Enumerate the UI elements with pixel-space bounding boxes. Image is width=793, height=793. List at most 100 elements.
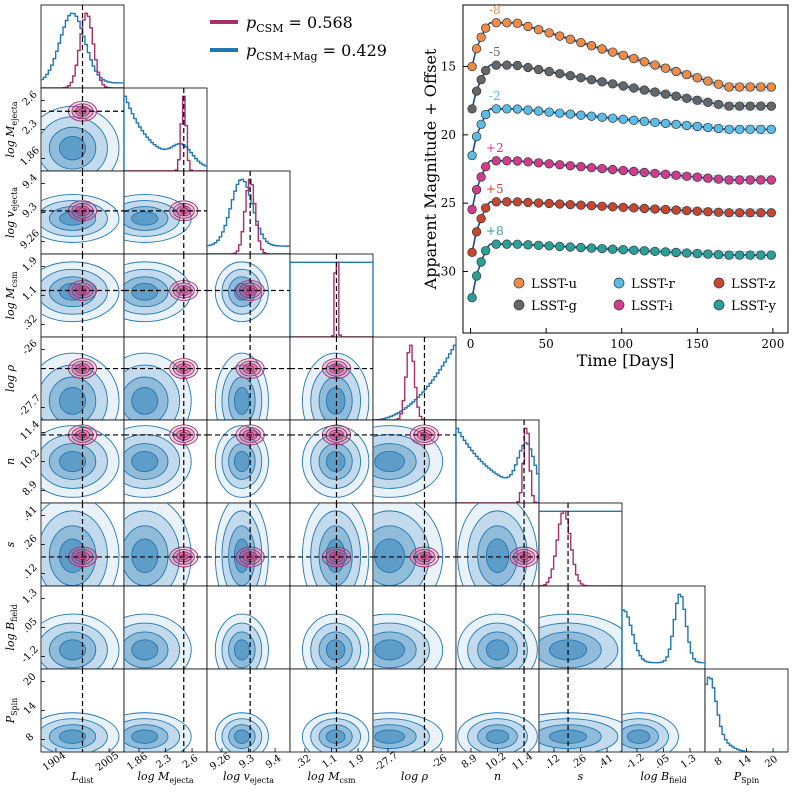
data-point [608, 79, 618, 89]
data-point [756, 175, 766, 185]
x-tick-label: .12 [543, 753, 562, 771]
contour-csm-mag [325, 387, 346, 415]
y-tick-label: 2.6 [21, 89, 40, 108]
x-axis-label-6: s [578, 770, 584, 783]
data-point [682, 248, 692, 258]
histogram-csm-mag [705, 676, 788, 752]
corner-panel-8-7 [621, 668, 706, 753]
panel-content [539, 613, 622, 669]
contour-csm-mag [124, 613, 192, 669]
corner-panel-7-0 [40, 585, 125, 670]
data-point [597, 243, 607, 254]
data-point [766, 250, 777, 260]
label-sub: Spin [741, 776, 759, 785]
corner-panel-6-5 [455, 502, 540, 587]
panel-content [41, 194, 120, 243]
data-point [660, 204, 671, 215]
data-point [544, 241, 554, 251]
corner-panel-7-1 [123, 585, 208, 670]
lc-x-tick-label: 0 [467, 337, 475, 351]
data-point [481, 23, 491, 33]
panel-content [124, 503, 199, 586]
label-main: log v [4, 210, 17, 238]
x-tick-label: .05 [652, 753, 671, 771]
corner-panel-2-0 [40, 170, 125, 255]
lc-legend-label: LSST-u [531, 277, 577, 292]
data-point [555, 241, 565, 252]
data-point [756, 82, 766, 92]
panel-content [622, 593, 705, 669]
label-main: s [578, 770, 584, 783]
y-axis-label-3: log Mcsm [4, 271, 19, 319]
x-tick-label: 1.3 [679, 753, 698, 771]
data-point [618, 50, 628, 60]
data-point [650, 117, 660, 127]
data-point [703, 122, 713, 133]
offset-label: +8 [486, 224, 504, 238]
data-point [597, 112, 607, 122]
data-point [467, 150, 477, 161]
corner-panel-7-2 [206, 585, 291, 670]
contour-csm-mag [467, 718, 528, 752]
lc-series-LSST-i [467, 156, 777, 215]
data-point [512, 197, 523, 207]
contour-csm-mag [310, 718, 361, 752]
histogram-csm-mag [290, 261, 373, 337]
panel-content [124, 613, 192, 669]
contour-csm-mag [228, 724, 256, 750]
label-sub: ejecta [10, 101, 19, 125]
data-point [523, 197, 533, 208]
data-point [608, 202, 618, 212]
lc-series-LSST-y [467, 239, 777, 303]
data-point [639, 116, 650, 126]
contour-csm-mag [310, 510, 361, 586]
x-tick-label: -26 [430, 753, 450, 771]
histogram-csm [456, 427, 539, 503]
data-point [745, 208, 755, 218]
data-point [481, 162, 491, 172]
data-point [467, 204, 477, 215]
contour-csm-mag [131, 387, 159, 415]
y-tick-label: 9.4 [21, 172, 40, 191]
contour-csm-mag [41, 503, 120, 586]
y-axis-label-8: PSpin [4, 698, 19, 725]
data-point [629, 115, 639, 125]
data-point [565, 199, 575, 210]
data-point [586, 41, 597, 51]
contour-csm-mag [373, 712, 444, 752]
data-point [745, 124, 755, 135]
x-tick-label: 8 [713, 756, 725, 769]
contour-csm-mag [373, 622, 430, 669]
lc-y-tick-label: 30 [441, 265, 456, 279]
data-point [467, 247, 477, 258]
offset-label: -5 [489, 45, 501, 59]
data-point [734, 101, 745, 111]
data-point [555, 199, 565, 209]
data-point [713, 123, 724, 134]
data-point [766, 82, 777, 92]
data-point [467, 104, 477, 114]
data-point [544, 28, 554, 38]
data-point [703, 207, 713, 217]
lc-legend-marker [713, 299, 725, 311]
panel-content [214, 352, 269, 420]
contour-csm-mag [622, 718, 669, 752]
lc-x-tick-label: 150 [686, 337, 709, 351]
corner-panel-5-4 [372, 419, 457, 504]
y-tick-label: 11.4 [18, 419, 42, 443]
panel-frame [372, 419, 457, 504]
contour-csm-mag [622, 724, 659, 750]
panel-frame [289, 585, 374, 670]
legend-entry: pCSM+Mag = 0.429 [246, 41, 387, 63]
offset-label: +2 [486, 141, 504, 155]
y-tick-label: 1.1 [21, 284, 40, 303]
data-point [533, 24, 544, 35]
panel-content [302, 352, 370, 420]
lc-y-tick-label: 25 [441, 196, 456, 210]
y-tick-label: -26 [21, 338, 40, 357]
panel-frame [123, 87, 208, 172]
data-point [471, 227, 482, 237]
contour-csm-mag [301, 425, 370, 498]
contour-csm-mag [485, 639, 510, 661]
